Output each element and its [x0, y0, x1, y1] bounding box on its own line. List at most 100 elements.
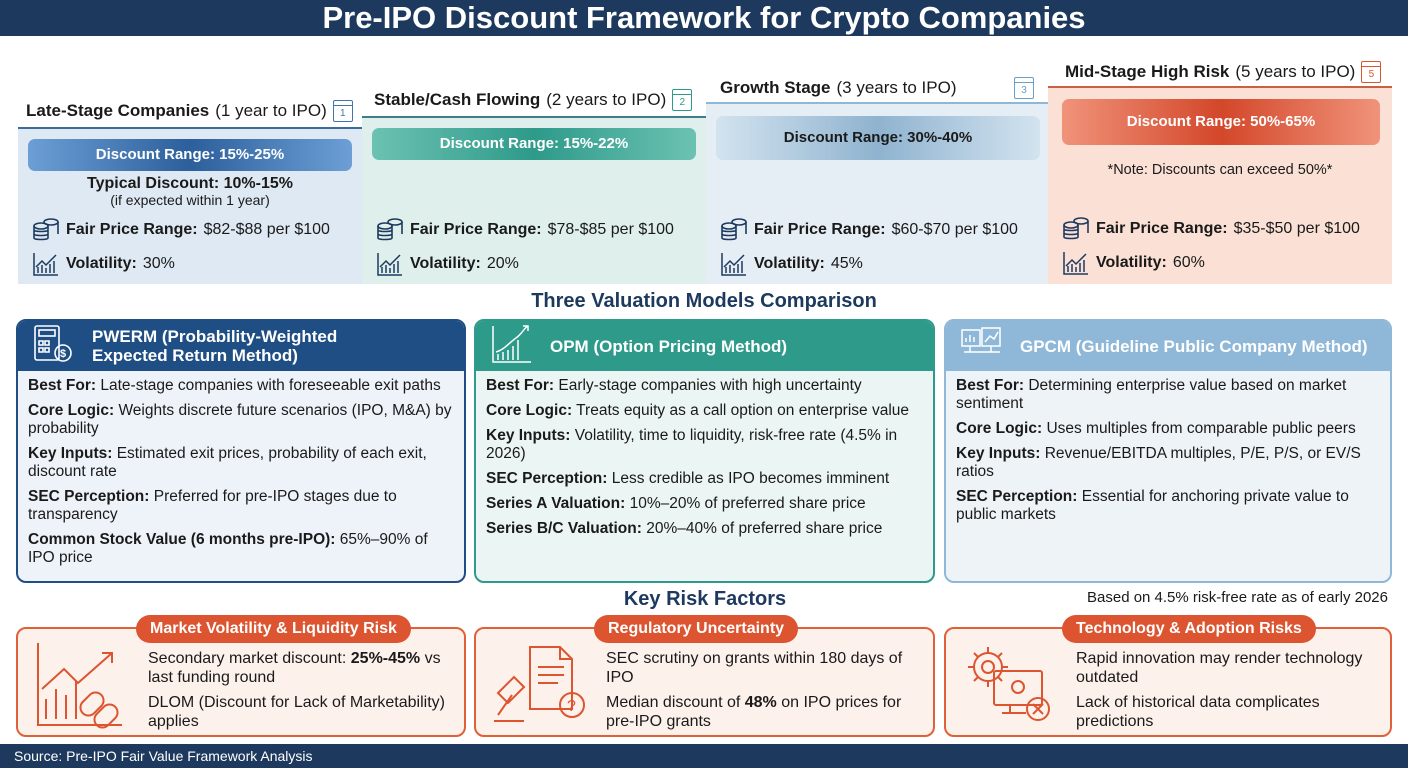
chart-broken-link-icon	[32, 639, 128, 734]
risk-free-rate-note: Based on 4.5% risk-free rate as of early…	[1087, 589, 1388, 606]
stage-header-midstage: Mid-Stage High Risk (5 years to IPO) 5	[1065, 61, 1382, 83]
svg-text:$: $	[60, 348, 66, 360]
model-item-label: Common Stock Value (6 months pre-IPO):	[28, 531, 336, 548]
risk-text: SEC scrutiny on grants within 180 days o…	[606, 649, 933, 737]
model-item: Best For: Early-stage companies with hig…	[486, 377, 923, 395]
fair-value: $60-$70 per $100	[891, 221, 1018, 238]
model-item-text: Uses multiples from comparable public pe…	[1046, 420, 1356, 437]
discount-range: Discount Range: 15%-25%	[28, 139, 352, 171]
gear-monitor-error-icon	[960, 641, 1060, 732]
stage-name: Stable/Cash Flowing	[374, 90, 541, 109]
calendar-icon: 1	[332, 100, 353, 122]
gavel-document-icon: ?	[490, 643, 590, 734]
risk-title: Market Volatility & Liquidity Risk	[136, 615, 411, 643]
fair-value: $35-$50 per $100	[1233, 220, 1360, 237]
model-item: Best For: Late-stage companies with fore…	[28, 377, 454, 395]
monitor-chart-icon	[960, 324, 1004, 368]
model-item-text: Determining enterprise value based on ma…	[956, 377, 1347, 412]
risk-point-highlight: 25%-45%	[350, 650, 421, 667]
model-item-text: Preferred for pre-IPO stages due to tran…	[28, 488, 397, 523]
model-item: Series A Valuation: 10%–20% of preferred…	[486, 495, 923, 513]
model-item-label: Core Logic:	[486, 402, 573, 419]
risk-text: Secondary market discount: 25%-45% vs la…	[148, 649, 464, 737]
model-item-label: Series B/C Valuation:	[486, 520, 642, 537]
fair-price-row: Fair Price Range: $78-$85 per $100	[376, 217, 674, 243]
vol-label: Volatility:	[66, 255, 137, 272]
risk-card-technology: Technology & Adoption Risks Rapid innova…	[944, 615, 1392, 737]
risk-point: Median discount of 48% on IPO prices for…	[606, 693, 933, 731]
risk-point-text: vs last funding round	[148, 650, 441, 686]
vol-value: 45%	[830, 255, 863, 272]
model-card-opm: OPM (Option Pricing Method) Best For: Ea…	[474, 319, 935, 583]
model-item: SEC Perception: Essential for anchoring …	[956, 488, 1380, 524]
stage-panel-late: Discount Range: 15%-25% Typical Discount…	[18, 127, 362, 284]
fair-value: $82-$88 per $100	[203, 221, 330, 238]
growth-chart-icon	[490, 324, 534, 368]
typical-label: Typical Discount:	[87, 175, 220, 192]
stage-header-late: Late-Stage Companies (1 year to IPO) 1	[26, 100, 353, 122]
model-item: Core Logic: Treats equity as a call opti…	[486, 402, 923, 420]
vol-value: 60%	[1172, 254, 1205, 271]
model-item: Common Stock Value (6 months pre-IPO): 6…	[28, 531, 454, 567]
model-item-label: Best For:	[956, 377, 1025, 394]
model-item: Series B/C Valuation: 20%–40% of preferr…	[486, 520, 923, 538]
vol-value: 20%	[486, 255, 519, 272]
calculator-dollar-icon: $	[32, 324, 76, 368]
risk-point: SEC scrutiny on grants within 180 days o…	[606, 650, 903, 686]
stage-horizon: (2 years to IPO)	[546, 90, 667, 109]
volatility-row: Volatility: 60%	[1062, 250, 1205, 276]
model-item: Key Inputs: Volatility, time to liquidit…	[486, 427, 923, 463]
model-item-label: Best For:	[28, 377, 97, 394]
stage-panel-growth: Discount Range: 30%-40% Fair Price Range…	[706, 102, 1050, 284]
volatility-row: Volatility: 30%	[32, 251, 175, 277]
discount-range: Discount Range: 50%-65%	[1062, 99, 1380, 145]
model-item-text: 65%–90% of IPO price	[28, 531, 428, 566]
vol-value: 30%	[142, 255, 175, 272]
fair-label: Fair Price Range:	[754, 221, 886, 238]
coins-icon	[720, 217, 748, 243]
model-item-label: Key Inputs:	[28, 445, 113, 462]
model-header: GPCM (Guideline Public Company Method)	[946, 321, 1390, 371]
model-item-text: Less credible as IPO becomes imminent	[611, 470, 890, 487]
coins-icon	[1062, 216, 1090, 242]
model-item-label: Key Inputs:	[956, 445, 1041, 462]
risks-section-title: Key Risk Factors	[623, 588, 787, 610]
model-item-label: SEC Perception:	[956, 488, 1078, 505]
fair-label: Fair Price Range:	[1096, 220, 1228, 237]
model-item-label: Core Logic:	[956, 420, 1043, 437]
volatility-row: Volatility: 45%	[720, 251, 863, 277]
model-header: OPM (Option Pricing Method)	[476, 321, 933, 371]
risk-point-text: on IPO prices for pre-IPO grants	[606, 694, 902, 730]
model-item-label: Series A Valuation:	[486, 495, 626, 512]
discount-note: *Note: Discounts can exceed 50%*	[1107, 162, 1333, 178]
stage-horizon: (5 years to IPO)	[1235, 62, 1356, 81]
model-body: Best For: Determining enterprise value b…	[946, 371, 1390, 537]
stage-horizon: (3 years to IPO)	[836, 78, 957, 97]
model-item-label: Key Inputs:	[486, 427, 571, 444]
risk-title: Regulatory Uncertainty	[594, 615, 799, 643]
model-body: Best For: Late-stage companies with fore…	[18, 371, 464, 580]
fair-price-row: Fair Price Range: $82-$88 per $100	[32, 217, 330, 243]
typical-value: 10%-15%	[223, 175, 293, 192]
fair-price-row: Fair Price Range: $35-$50 per $100	[1062, 216, 1360, 242]
risk-text: Rapid innovation may render technology o…	[1076, 649, 1390, 737]
model-item-text: Volatility, time to liquidity, risk-free…	[486, 427, 898, 462]
risk-card-market: Market Volatility & Liquidity Risk Secon…	[16, 615, 466, 737]
risk-point: Rapid innovation may render technology o…	[1076, 650, 1363, 686]
discount-range: Discount Range: 15%-22%	[372, 128, 696, 160]
model-item: SEC Perception: Preferred for pre-IPO st…	[28, 488, 454, 524]
risk-point: DLOM (Discount for Lack of Marketability…	[148, 694, 445, 730]
model-header: $ PWERM (Probability-Weighted Expected Re…	[18, 321, 464, 371]
risk-point-highlight: 48%	[744, 694, 777, 711]
model-card-gpcm: GPCM (Guideline Public Company Method) B…	[944, 319, 1392, 583]
svg-text:?: ?	[567, 698, 576, 715]
chart-icon	[32, 251, 60, 277]
calendar-icon: 2	[672, 89, 693, 111]
stage-name: Growth Stage	[720, 78, 831, 97]
model-item-text: 10%–20% of preferred share price	[629, 495, 866, 512]
model-item-text: Revenue/EBITDA multiples, P/E, P/S, or E…	[956, 445, 1361, 480]
model-item: Core Logic: Uses multiples from comparab…	[956, 420, 1380, 438]
model-item-text: Early-stage companies with high uncertai…	[558, 377, 862, 394]
source-footer: Source: Pre-IPO Fair Value Framework Ana…	[0, 744, 1408, 768]
stage-name: Late-Stage Companies	[26, 101, 210, 120]
